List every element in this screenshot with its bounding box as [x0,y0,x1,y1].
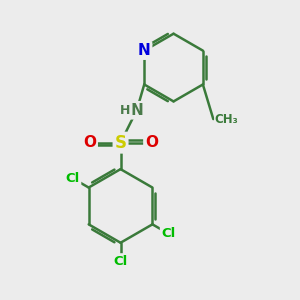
Text: N: N [138,43,151,58]
Text: O: O [83,135,96,150]
Text: CH₃: CH₃ [215,112,238,126]
Text: Cl: Cl [66,172,80,185]
Text: N: N [130,103,143,118]
Text: O: O [145,135,158,150]
Text: S: S [115,134,127,152]
Text: Cl: Cl [113,254,128,268]
Text: Cl: Cl [161,227,176,240]
Text: H: H [120,104,131,117]
